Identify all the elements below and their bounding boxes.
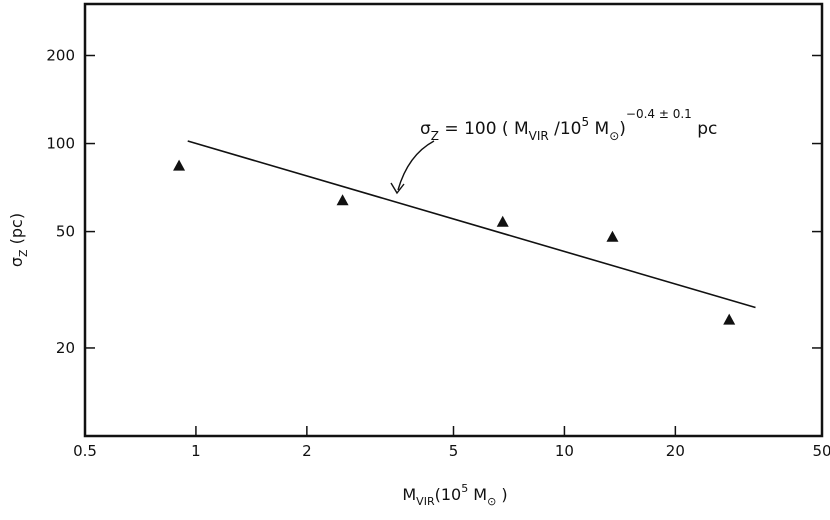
fit-equation-rhs-mid: /10	[549, 119, 582, 139]
fit-equation-close: )	[619, 119, 626, 139]
data-point-triangle	[496, 215, 509, 227]
fit-equation-rhs: = 100 ( M	[439, 119, 529, 139]
fit-equation-unit: pc	[692, 119, 718, 139]
y-axis-label-symbol: σ	[7, 257, 26, 267]
fit-equation-rhs-subscript: VIR	[529, 129, 549, 143]
x-tick-label: 20	[666, 442, 685, 460]
fit-equation-lhs: σ	[420, 119, 431, 139]
annotation-arrow-head	[390, 182, 405, 195]
y-tick-label: 50	[56, 223, 75, 241]
y-axis-ticks: 20 50 100 200	[46, 46, 822, 357]
x-tick-label: 0.5	[73, 442, 97, 460]
x-axis-label-close: )	[496, 485, 507, 504]
x-axis-label-superscript: 5	[461, 482, 468, 495]
fit-equation-lhs-subscript: Z	[431, 129, 439, 143]
x-axis-label: MVIR(105 M⊙ )	[402, 482, 507, 508]
x-tick-label: 10	[555, 442, 574, 460]
annotation-arrow-curve	[397, 140, 435, 191]
y-tick-label: 20	[56, 339, 75, 357]
data-point-triangle	[723, 313, 736, 325]
x-axis-ticks: 0.5 1 2 5 10 20 50	[73, 426, 830, 460]
x-tick-label: 50	[812, 442, 830, 460]
data-point-triangle	[606, 230, 619, 242]
data-marks	[173, 140, 756, 325]
x-tick-label: 5	[449, 442, 459, 460]
fit-equation: σZ = 100 ( MVIR /105 M⊙)−0.4 ± 0.1 pc	[420, 107, 717, 143]
y-tick-label: 200	[46, 46, 75, 64]
x-axis-label-subscript: VIR	[416, 495, 435, 508]
y-axis-label-subscript: Z	[17, 249, 30, 257]
y-axis-label: σZ (pc)	[7, 213, 30, 267]
data-point-triangle	[336, 194, 349, 206]
y-axis-label-unit: (pc)	[7, 213, 26, 250]
x-tick-label: 1	[191, 442, 201, 460]
x-axis-label-unit: M	[468, 485, 487, 504]
y-tick-label: 100	[46, 135, 75, 153]
fit-equation-rhs-unit: M	[589, 119, 609, 139]
fit-equation-exponent: −0.4 ± 0.1	[626, 107, 692, 121]
x-axis-label-paren: (10	[435, 485, 462, 504]
x-axis-label-sun-symbol: ⊙	[487, 495, 496, 508]
data-point-triangle	[173, 159, 186, 171]
fit-equation-sun-symbol: ⊙	[609, 129, 619, 143]
x-tick-label: 2	[302, 442, 312, 460]
plot-frame	[83, 2, 824, 438]
x-axis-label-symbol: M	[402, 485, 416, 504]
fit-line	[187, 140, 756, 309]
fit-equation-rhs-power: 5	[581, 115, 589, 129]
